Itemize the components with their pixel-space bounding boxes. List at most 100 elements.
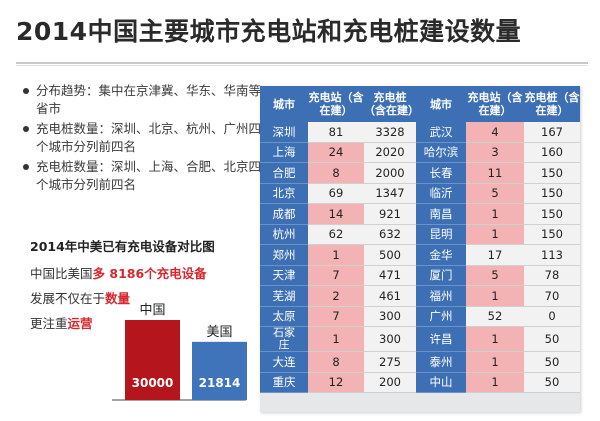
table-row: 石家庄 1 300 许昌 1 50 [260, 326, 580, 352]
cell-city-right: 广州 [416, 306, 466, 327]
cell-city-left: 杭州 [260, 224, 308, 245]
cell-stations-left: 8 [308, 351, 364, 373]
cell-city-right: 厦门 [416, 265, 466, 286]
cell-piles-left: 2000 [364, 162, 416, 184]
cell-city-left: 成都 [260, 203, 308, 225]
table-row: 上海 24 2020 哈尔滨 3 160 [260, 142, 580, 163]
cell-piles-left: 300 [364, 326, 416, 352]
cell-stations-left: 1 [308, 244, 364, 266]
cell-stations-right: 1 [466, 203, 524, 225]
comparison-line-1-prefix: 中国比美国 [30, 266, 93, 281]
cell-stations-left: 1 [308, 326, 364, 352]
header-piles-right: 充电桩（含在建） [524, 86, 580, 122]
cell-city-left: 芜湖 [260, 285, 308, 307]
cell-stations-right: 11 [466, 162, 524, 184]
cell-stations-right: 1 [466, 224, 524, 245]
cell-piles-left: 500 [364, 244, 416, 266]
header-piles-left: 充电桩（含在建） [364, 86, 419, 122]
cell-piles-right: 50 [524, 326, 580, 352]
cell-stations-left: 81 [308, 122, 364, 143]
cell-stations-left: 7 [308, 265, 364, 286]
comparison-line-2-highlight: 数量 [105, 291, 131, 306]
cell-piles-left: 2020 [364, 142, 416, 163]
cell-city-right: 南昌 [416, 203, 466, 225]
cell-city-right: 泰州 [416, 351, 466, 373]
title-divider-shadow [16, 65, 588, 66]
cell-stations-left: 2 [308, 285, 364, 307]
cell-piles-left: 471 [364, 265, 416, 286]
cell-city-left: 大连 [260, 351, 308, 373]
cell-city-left: 石家庄 [260, 326, 308, 352]
cell-piles-left: 921 [364, 203, 416, 225]
table-row: 杭州 62 632 昆明 1 150 [260, 224, 580, 245]
cell-piles-left: 3328 [364, 122, 416, 143]
table-row: 天津 7 471 厦门 5 78 [260, 265, 580, 286]
table-row: 重庆 12 200 中山 1 50 [260, 372, 580, 393]
cell-city-left: 深圳 [260, 122, 308, 143]
comparison-line-3: 更注重运营 [30, 313, 93, 332]
cell-stations-right: 1 [466, 351, 524, 373]
cell-piles-right: 113 [524, 244, 580, 266]
comparison-line-3-prefix: 更注重 [30, 316, 68, 331]
table-row: 深圳 81 3328 武汉 4 167 [260, 122, 580, 143]
cell-piles-right: 78 [524, 265, 580, 286]
page-title: 2014中国主要城市充电站和充电桩建设数量 [16, 17, 522, 46]
header-city-right: 城市 [416, 86, 466, 122]
cell-piles-left: 632 [364, 224, 416, 245]
city-table-panel: 城市 充电站（含在建） 充电桩（含在建） 城市 充电站（含在建） 充电桩（含在建… [260, 86, 580, 412]
category-label: 中国 [139, 303, 165, 318]
cell-city-left: 重庆 [260, 372, 308, 393]
cell-piles-left: 1347 [364, 183, 416, 204]
cell-piles-left: 461 [364, 285, 416, 307]
cell-piles-right: 150 [524, 162, 580, 184]
bullet-item: 充电桩数量：深圳、北京、杭州、广州四个城市分列前四名 [22, 120, 262, 156]
cell-stations-right: 1 [466, 285, 524, 307]
cell-city-left: 北京 [260, 183, 308, 204]
cell-city-right: 许昌 [416, 326, 466, 352]
cell-city-right: 临沂 [416, 183, 466, 204]
title-divider [16, 62, 588, 64]
table-body: 深圳 81 3328 武汉 4 167 上海 24 2020 哈尔滨 3 160 合肥 8 2000 长春 11… [260, 122, 580, 393]
cell-stations-left: 12 [308, 372, 364, 393]
table-row: 郑州 1 500 金华 17 113 [260, 244, 580, 266]
cell-piles-right: 167 [524, 122, 580, 143]
cell-stations-left: 24 [308, 142, 364, 163]
cell-stations-left: 8 [308, 162, 364, 184]
table-row: 北京 69 1347 临沂 5 150 [260, 183, 580, 204]
cell-stations-left: 62 [308, 224, 364, 245]
cell-piles-right: 150 [524, 224, 580, 245]
table-header-row: 城市 充电站（含在建） 充电桩（含在建） 城市 充电站（含在建） 充电桩（含在建… [260, 86, 580, 122]
bullet-list: 分布趋势：集中在京津冀、华东、华南等省市 充电桩数量：深圳、北京、杭州、广州四个… [22, 82, 262, 196]
cell-stations-right: 1 [466, 326, 524, 352]
cell-city-left: 郑州 [260, 244, 308, 266]
cell-piles-right: 160 [524, 142, 580, 163]
bar-0 [125, 320, 180, 400]
bar-value-label: 30000 [132, 376, 174, 390]
header-stations-left: 充电站（含在建） [308, 86, 364, 122]
cell-city-left: 太原 [260, 306, 308, 327]
comparison-bar-chart: 中国 30000 美国 21814 [112, 303, 247, 401]
cell-stations-left: 7 [308, 306, 364, 327]
city-table: 城市 充电站（含在建） 充电桩（含在建） 城市 充电站（含在建） 充电桩（含在建… [260, 86, 580, 393]
cell-piles-right: 150 [524, 183, 580, 204]
cell-stations-right: 1 [466, 372, 524, 393]
cell-piles-right: 150 [524, 203, 580, 225]
cell-stations-right: 5 [466, 265, 524, 286]
cell-city-right: 昆明 [416, 224, 466, 245]
comparison-line-2: 发展不仅在于数量 [30, 288, 130, 307]
cell-piles-right: 50 [524, 351, 580, 373]
header-stations-right: 充电站（含在建） [466, 86, 524, 122]
cell-city-right: 福州 [416, 285, 466, 307]
table-row: 成都 14 921 南昌 1 150 [260, 203, 580, 225]
cell-city-right: 金华 [416, 244, 466, 266]
cell-piles-right: 70 [524, 285, 580, 307]
comparison-line-1: 中国比美国多 8186个充电设备 [30, 263, 207, 282]
cell-piles-left: 275 [364, 351, 416, 373]
cell-piles-left: 300 [364, 306, 416, 327]
cell-stations-right: 4 [466, 122, 524, 143]
bullet-item: 分布趋势：集中在京津冀、华东、华南等省市 [22, 82, 262, 118]
cell-stations-left: 14 [308, 203, 364, 225]
cell-stations-right: 17 [466, 244, 524, 266]
comparison-title: 2014年中美已有充电设备对比图 [30, 239, 215, 254]
table-row: 芜湖 2 461 福州 1 70 [260, 285, 580, 307]
